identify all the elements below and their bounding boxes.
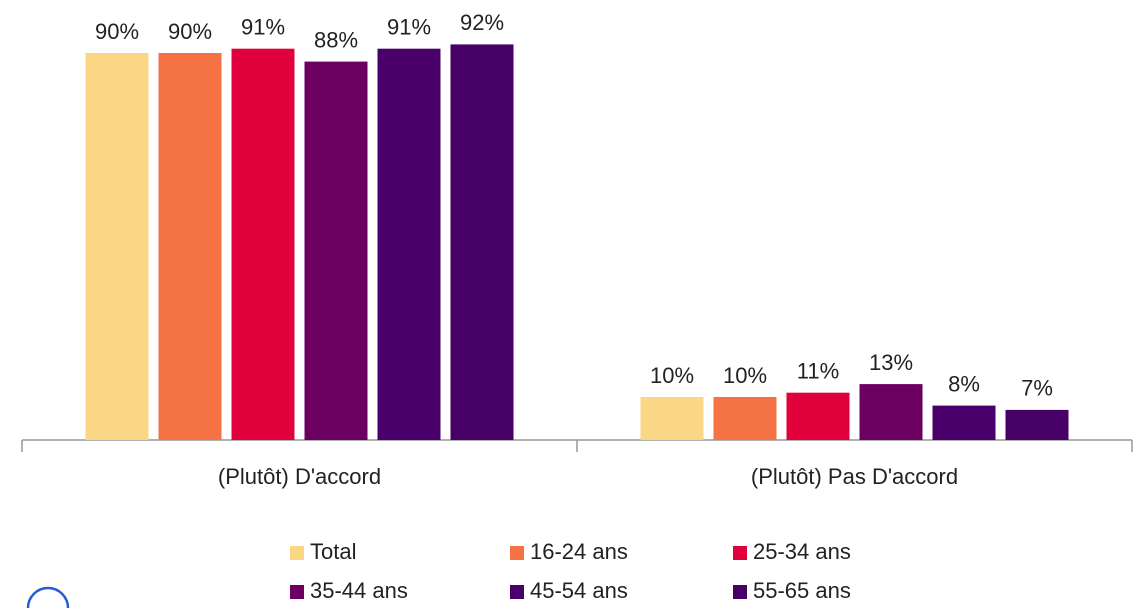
legend-swatch xyxy=(290,546,304,560)
legend-swatch xyxy=(510,546,524,560)
value-label: 8% xyxy=(948,371,980,396)
legend-label: 35-44 ans xyxy=(310,578,408,603)
bar xyxy=(859,384,923,440)
x-tick-label: (Plutôt) Pas D'accord xyxy=(751,464,958,489)
value-label: 91% xyxy=(387,15,431,40)
bar xyxy=(713,397,777,440)
bar xyxy=(640,397,704,440)
bar xyxy=(786,392,850,440)
bar xyxy=(85,53,149,440)
legend-swatch xyxy=(733,585,747,599)
legend-swatch xyxy=(510,585,524,599)
value-label: 10% xyxy=(723,363,767,388)
value-label: 11% xyxy=(797,359,839,384)
value-label: 13% xyxy=(869,350,913,375)
bar xyxy=(932,405,996,440)
legend-label: 45-54 ans xyxy=(530,578,628,603)
legend-label: 25-34 ans xyxy=(753,539,851,564)
bar xyxy=(158,53,222,440)
legend-swatch xyxy=(290,585,304,599)
value-label: 91% xyxy=(241,15,285,40)
legend-label: 55-65 ans xyxy=(753,578,851,603)
value-label: 92% xyxy=(460,10,504,35)
value-label: 88% xyxy=(314,27,358,52)
bar xyxy=(377,48,441,440)
bar xyxy=(450,44,514,441)
value-label: 7% xyxy=(1021,376,1053,401)
x-tick-label: (Plutôt) D'accord xyxy=(218,464,381,489)
bar xyxy=(231,48,295,440)
legend-label: Total xyxy=(310,539,356,564)
value-label: 10% xyxy=(650,363,694,388)
bar xyxy=(1005,409,1069,440)
legend-label: 16-24 ans xyxy=(530,539,628,564)
value-label: 90% xyxy=(95,19,139,44)
value-label: 90% xyxy=(168,19,212,44)
bar xyxy=(304,61,368,440)
decoration-circle xyxy=(26,586,70,608)
legend-swatch xyxy=(733,546,747,560)
